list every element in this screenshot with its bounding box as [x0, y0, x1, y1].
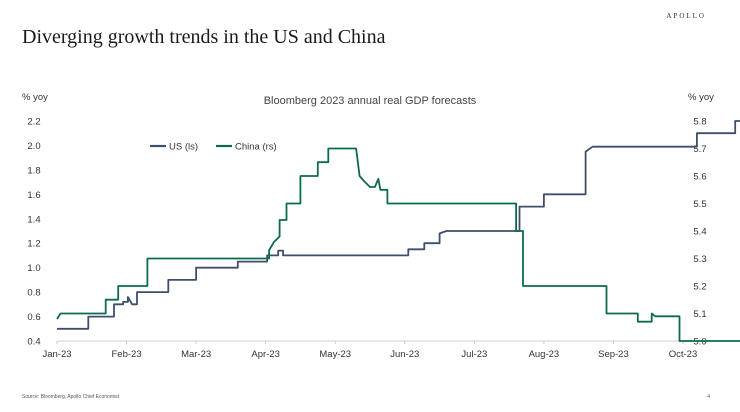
right-tick-label: 5.3 — [693, 254, 706, 265]
right-tick-label: 5.4 — [693, 227, 706, 238]
right-tick-label: 5.7 — [693, 144, 706, 155]
x-tick-label: Aug-23 — [529, 349, 560, 360]
left-tick-label: 1.2 — [27, 239, 40, 250]
china-series-line — [56, 147, 740, 342]
left-tick-label: 0.8 — [27, 288, 40, 299]
us-series-line — [57, 120, 740, 330]
x-tick-label: Sep-23 — [598, 349, 629, 360]
right-tick-label: 5.2 — [693, 282, 706, 293]
x-tick-label: Jul-23 — [461, 349, 487, 360]
page-number: 4 — [707, 394, 710, 400]
source-note: Source: Bloomberg, Apollo Chief Economis… — [22, 394, 119, 400]
x-tick-label: Apr-23 — [251, 349, 280, 360]
x-tick-label: May-23 — [319, 349, 351, 360]
x-tick-label: Jan-23 — [42, 349, 71, 360]
right-tick-label: 5.6 — [693, 172, 706, 183]
page-title: Diverging growth trends in the US and Ch… — [22, 26, 386, 48]
right-tick-label: 5.8 — [693, 117, 706, 128]
legend-label: US (ls) — [169, 142, 198, 153]
right-tick-label: 5.1 — [693, 309, 706, 320]
left-tick-label: 1.8 — [27, 165, 40, 176]
x-tick-label: Mar-23 — [181, 349, 211, 360]
x-tick-label: Oct-23 — [669, 349, 698, 360]
right-tick-label: 5.0 — [693, 337, 706, 348]
left-tick-label: 2.2 — [27, 117, 40, 128]
left-tick-label: 1.6 — [27, 190, 40, 201]
left-tick-label: 2.0 — [27, 141, 40, 152]
right-tick-label: 5.5 — [693, 199, 706, 210]
left-tick-label: 0.4 — [27, 337, 40, 348]
right-axis-label: % yoy — [688, 92, 714, 103]
x-tick-label: Jun-23 — [390, 349, 419, 360]
left-axis-label: % yoy — [22, 92, 48, 103]
left-tick-label: 1.0 — [27, 263, 40, 274]
chart-title: Bloomberg 2023 annual real GDP forecasts — [264, 95, 477, 107]
brand-logo-text: APOLLO — [666, 12, 706, 20]
legend-label: China (rs) — [235, 142, 277, 153]
x-tick-label: Feb-23 — [112, 349, 142, 360]
left-tick-label: 0.6 — [27, 312, 40, 323]
left-tick-label: 1.4 — [27, 214, 40, 225]
